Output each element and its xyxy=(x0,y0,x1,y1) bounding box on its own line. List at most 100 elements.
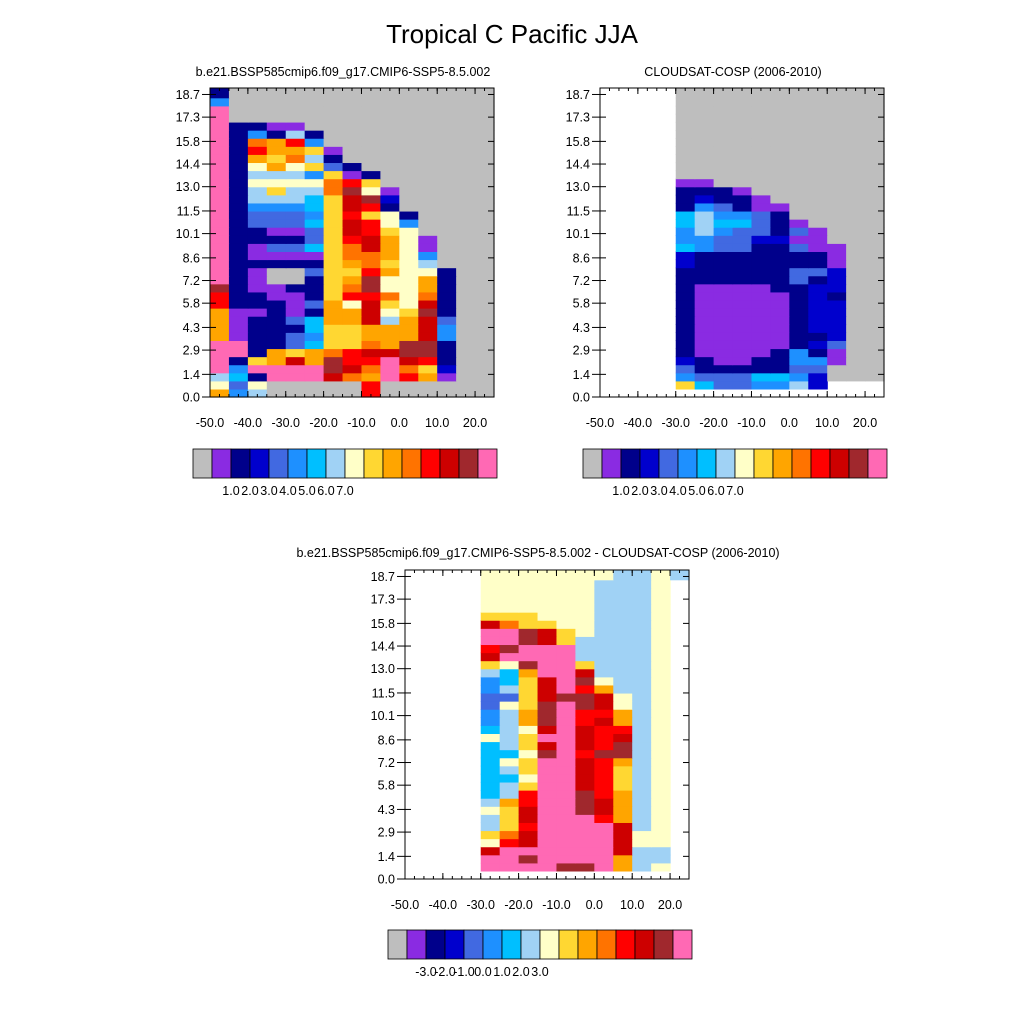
y-tick-label: 4.3 xyxy=(378,803,395,817)
heatmap-cell xyxy=(456,194,476,204)
heatmap-cell xyxy=(675,146,696,155)
heatmap-cell xyxy=(613,587,633,597)
heatmap-cell xyxy=(456,235,476,244)
heatmap-cell xyxy=(732,138,753,147)
heatmap-cell xyxy=(480,838,501,848)
heatmap-cell xyxy=(694,130,715,139)
heatmap-cell xyxy=(537,660,558,670)
heatmap-cell xyxy=(480,806,501,815)
heatmap-cell xyxy=(418,194,438,204)
heatmap-cell xyxy=(613,814,633,823)
heatmap-cell xyxy=(266,243,287,252)
heatmap-cell xyxy=(499,620,520,629)
heatmap-cell xyxy=(304,210,325,220)
heatmap-cell xyxy=(632,595,652,605)
heatmap-cell xyxy=(323,105,344,115)
heatmap-cell xyxy=(480,587,501,597)
heatmap-cell xyxy=(418,372,438,382)
colorbar-swatch xyxy=(577,929,598,960)
heatmap-cell xyxy=(789,186,809,196)
heatmap-cell xyxy=(228,364,249,374)
heatmap-cell xyxy=(846,267,866,277)
heatmap-cell xyxy=(361,324,381,333)
heatmap-cell xyxy=(594,620,614,629)
heatmap-cell xyxy=(399,227,419,236)
heatmap-cell xyxy=(399,194,419,204)
heatmap-cell xyxy=(361,372,381,382)
heatmap-cell xyxy=(575,692,595,702)
heatmap-cell xyxy=(304,138,325,147)
heatmap-cell xyxy=(632,628,652,637)
heatmap-cell xyxy=(480,749,501,759)
heatmap-cell xyxy=(732,356,753,366)
heatmap-cell xyxy=(499,717,520,726)
heatmap-cell xyxy=(713,259,734,269)
heatmap-cell xyxy=(537,814,558,823)
heatmap-cell xyxy=(732,299,753,309)
heatmap-cell xyxy=(694,308,715,317)
heatmap-cell xyxy=(266,267,287,277)
heatmap-cell xyxy=(770,186,790,196)
heatmap-cell xyxy=(380,356,400,366)
heatmap-cell xyxy=(675,178,696,188)
x-tick-label: 0.0 xyxy=(586,898,603,912)
heatmap-cell xyxy=(594,790,614,799)
heatmap-cell xyxy=(808,324,828,333)
heatmap-cell xyxy=(380,154,400,164)
heatmap-cell xyxy=(518,790,539,799)
heatmap-cell xyxy=(808,243,828,252)
colorbar-label: 3.0 xyxy=(260,484,277,498)
heatmap-cell xyxy=(518,701,539,710)
heatmap-cell xyxy=(247,170,268,180)
heatmap-cell xyxy=(380,364,400,374)
heatmap-cell xyxy=(575,628,595,637)
heatmap-cell xyxy=(575,676,595,686)
heatmap-cell xyxy=(632,846,652,856)
heatmap-cell xyxy=(537,773,558,783)
heatmap-cell xyxy=(228,178,249,188)
heatmap-cell xyxy=(285,243,306,252)
heatmap-cell xyxy=(323,299,344,309)
heatmap-cell xyxy=(865,113,885,123)
heatmap-cell xyxy=(808,235,828,244)
heatmap-cell xyxy=(323,316,344,325)
heatmap-cell xyxy=(304,162,325,172)
heatmap-cell xyxy=(537,668,558,678)
heatmap-cell xyxy=(789,194,809,204)
heatmap-cell xyxy=(751,105,771,115)
heatmap-cell xyxy=(556,854,576,864)
heatmap-cell xyxy=(537,830,558,840)
heatmap-cell xyxy=(770,316,790,325)
heatmap-cell xyxy=(751,267,771,277)
heatmap-cell xyxy=(694,121,715,131)
heatmap-cell xyxy=(808,219,828,228)
heatmap-cell xyxy=(380,324,400,333)
heatmap-cell xyxy=(789,259,809,269)
heatmap-cell xyxy=(304,121,325,131)
heatmap-cell xyxy=(713,324,734,333)
heatmap-cell xyxy=(437,364,457,374)
heatmap-cell xyxy=(399,178,419,188)
heatmap-cell xyxy=(247,219,268,228)
heatmap-cell xyxy=(575,603,595,613)
heatmap-cell xyxy=(456,210,476,220)
heatmap-cell xyxy=(247,316,268,325)
heatmap-cell xyxy=(480,603,501,613)
heatmap-cell xyxy=(437,146,457,155)
panel-diff-colorbar: -3.0-2.0-1.0 0.0 1.0 2.0 3.0 xyxy=(387,929,693,979)
heatmap-cell xyxy=(518,620,539,629)
heatmap-cell xyxy=(399,97,419,107)
heatmap-cell xyxy=(380,259,400,269)
heatmap-cell xyxy=(380,380,400,390)
heatmap-cell xyxy=(594,757,614,767)
heatmap-cell xyxy=(418,340,438,350)
heatmap-cell xyxy=(670,570,690,581)
heatmap-cell xyxy=(770,105,790,115)
heatmap-cell xyxy=(846,324,866,333)
heatmap-cell xyxy=(499,798,520,807)
heatmap-cell xyxy=(285,275,306,285)
heatmap-cell xyxy=(266,388,287,398)
heatmap-cell xyxy=(210,154,230,164)
heatmap-cell xyxy=(537,854,558,864)
heatmap-cell xyxy=(846,372,866,382)
